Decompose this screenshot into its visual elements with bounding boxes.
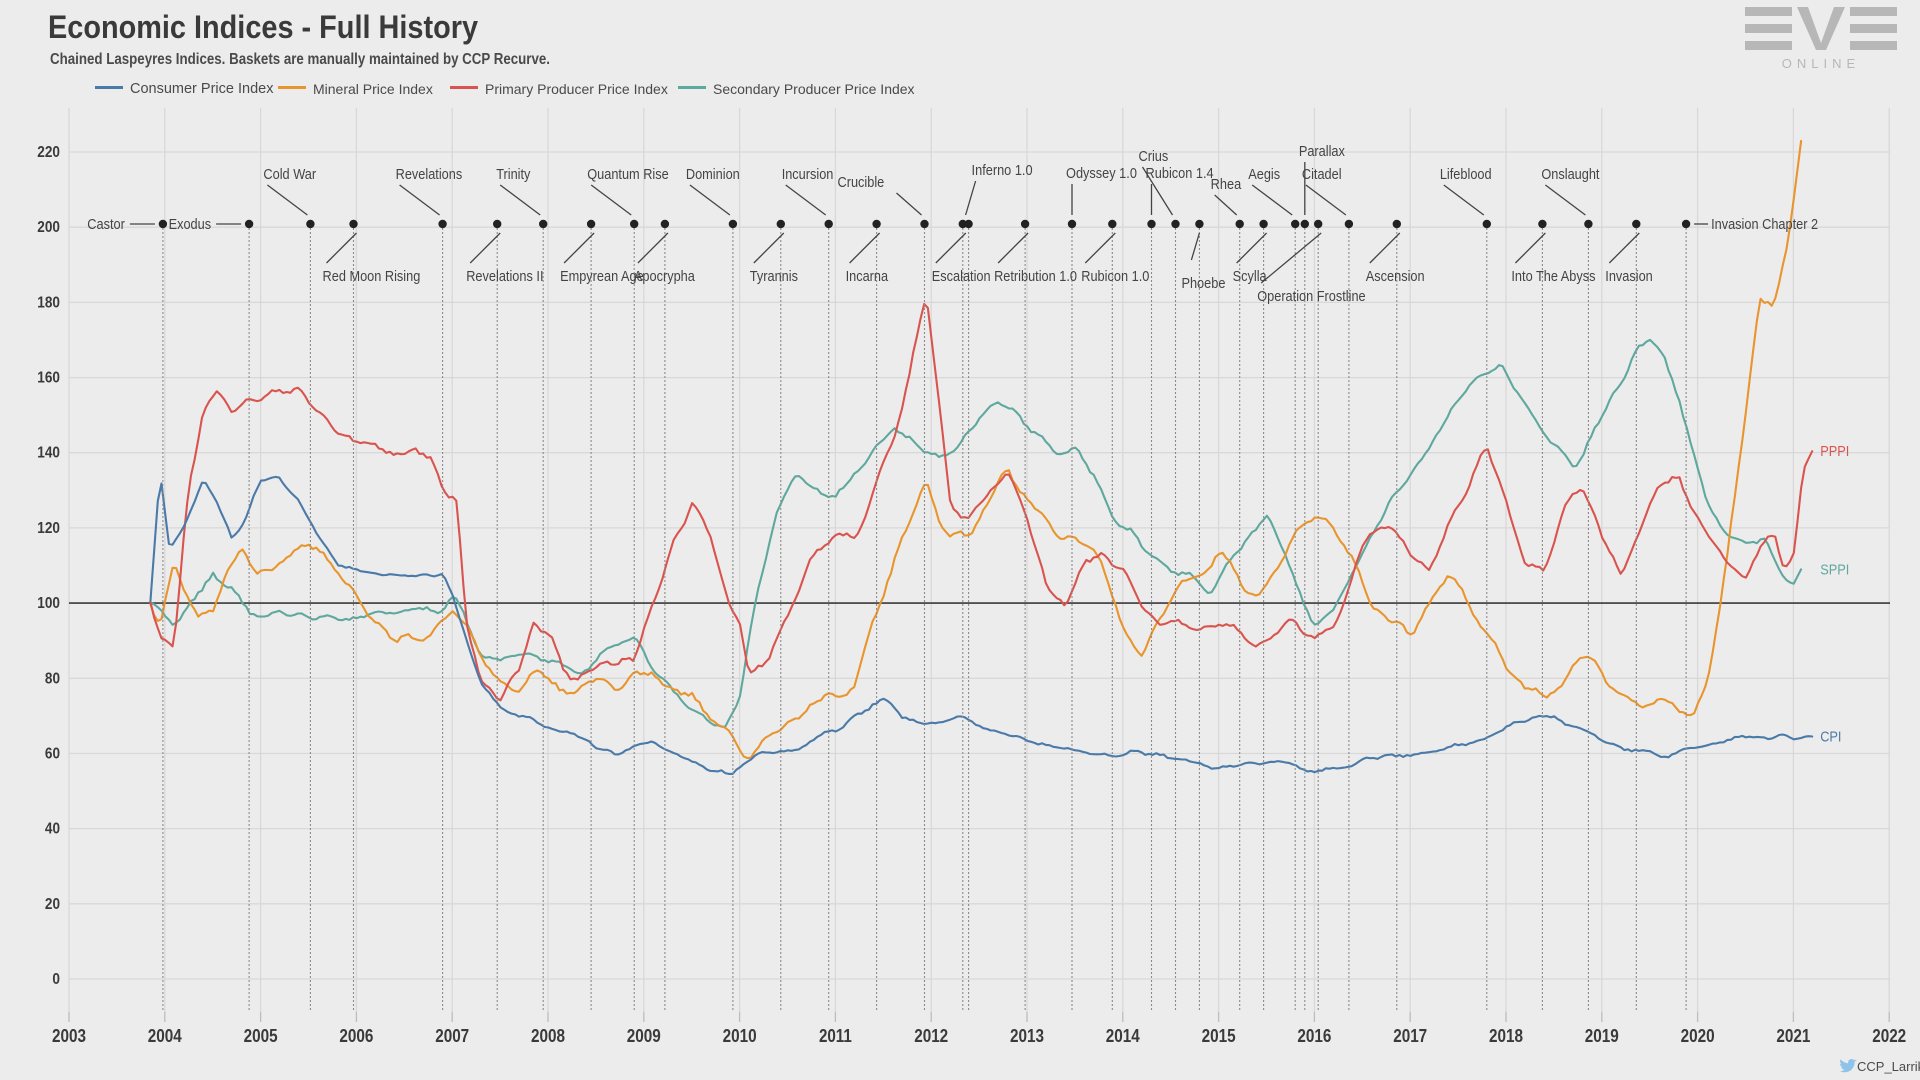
svg-text:220: 220 bbox=[37, 144, 60, 161]
svg-text:2005: 2005 bbox=[244, 1026, 278, 1046]
svg-text:Rubicon 1.0: Rubicon 1.0 bbox=[1081, 268, 1149, 285]
svg-text:Retribution 1.0: Retribution 1.0 bbox=[994, 268, 1077, 285]
svg-text:Revelations II: Revelations II bbox=[466, 268, 543, 285]
svg-text:Revelations: Revelations bbox=[396, 166, 463, 183]
svg-text:Incursion: Incursion bbox=[782, 166, 834, 183]
svg-text:Odyssey 1.0: Odyssey 1.0 bbox=[1066, 165, 1137, 182]
svg-text:SPPI: SPPI bbox=[1820, 561, 1849, 578]
svg-text:80: 80 bbox=[45, 670, 60, 687]
svg-text:Trinity: Trinity bbox=[496, 166, 531, 183]
svg-text:Phoebe: Phoebe bbox=[1181, 275, 1225, 292]
svg-text:Rhea: Rhea bbox=[1211, 176, 1242, 193]
svg-text:20: 20 bbox=[45, 896, 60, 913]
svg-text:Red Moon Rising: Red Moon Rising bbox=[323, 268, 421, 285]
svg-text:Tyrannis: Tyrannis bbox=[750, 268, 798, 285]
svg-text:2007: 2007 bbox=[435, 1026, 469, 1046]
svg-text:2011: 2011 bbox=[819, 1026, 852, 1046]
svg-text:Escalation: Escalation bbox=[932, 268, 991, 285]
svg-text:Crius: Crius bbox=[1138, 148, 1168, 165]
svg-text:0: 0 bbox=[52, 971, 60, 988]
svg-text:2003: 2003 bbox=[52, 1026, 86, 1046]
svg-text:40: 40 bbox=[45, 821, 60, 838]
svg-text:CPI: CPI bbox=[1820, 729, 1841, 746]
svg-text:200: 200 bbox=[37, 219, 60, 236]
svg-text:2010: 2010 bbox=[723, 1026, 757, 1046]
svg-text:180: 180 bbox=[37, 294, 60, 311]
svg-text:Onslaught: Onslaught bbox=[1541, 166, 1600, 183]
svg-text:2014: 2014 bbox=[1106, 1026, 1140, 1046]
svg-text:2004: 2004 bbox=[148, 1026, 182, 1046]
svg-text:140: 140 bbox=[37, 445, 60, 462]
svg-text:PPPI: PPPI bbox=[1820, 443, 1849, 460]
svg-text:Incarna: Incarna bbox=[846, 268, 889, 285]
svg-text:Castor: Castor bbox=[87, 216, 125, 233]
svg-text:Invasion: Invasion bbox=[1605, 268, 1653, 285]
svg-text:Invasion Chapter 2: Invasion Chapter 2 bbox=[1711, 216, 1818, 233]
svg-text:2017: 2017 bbox=[1393, 1026, 1427, 1046]
svg-text:60: 60 bbox=[45, 746, 60, 763]
svg-text:2013: 2013 bbox=[1010, 1026, 1044, 1046]
svg-text:2008: 2008 bbox=[531, 1026, 565, 1046]
svg-text:2016: 2016 bbox=[1297, 1026, 1331, 1046]
svg-text:2006: 2006 bbox=[339, 1026, 373, 1046]
svg-text:Crucible: Crucible bbox=[837, 174, 884, 191]
svg-text:Lifeblood: Lifeblood bbox=[1440, 166, 1492, 183]
svg-text:Cold War: Cold War bbox=[263, 166, 316, 183]
svg-text:100: 100 bbox=[37, 595, 60, 612]
svg-text:Aegis: Aegis bbox=[1248, 166, 1280, 183]
svg-text:2021: 2021 bbox=[1776, 1026, 1810, 1046]
svg-text:160: 160 bbox=[37, 370, 60, 387]
svg-text:Apocrypha: Apocrypha bbox=[634, 268, 696, 285]
svg-text:2015: 2015 bbox=[1202, 1026, 1236, 1046]
svg-text:2012: 2012 bbox=[914, 1026, 948, 1046]
svg-text:Citadel: Citadel bbox=[1302, 166, 1342, 183]
svg-text:Parallax: Parallax bbox=[1299, 143, 1346, 160]
svg-text:Operation Frostline: Operation Frostline bbox=[1257, 288, 1365, 305]
svg-text:2020: 2020 bbox=[1681, 1026, 1715, 1046]
svg-text:2018: 2018 bbox=[1489, 1026, 1523, 1046]
svg-text:120: 120 bbox=[37, 520, 60, 537]
svg-text:Rubicon 1.4: Rubicon 1.4 bbox=[1146, 165, 1214, 182]
svg-text:Inferno 1.0: Inferno 1.0 bbox=[972, 162, 1033, 179]
svg-text:2009: 2009 bbox=[627, 1026, 661, 1046]
svg-text:Dominion: Dominion bbox=[686, 166, 740, 183]
svg-text:2022: 2022 bbox=[1872, 1026, 1906, 1046]
svg-text:Exodus: Exodus bbox=[169, 216, 212, 233]
svg-text:2019: 2019 bbox=[1585, 1026, 1619, 1046]
svg-text:Ascension: Ascension bbox=[1366, 268, 1425, 285]
svg-text:Quantum Rise: Quantum Rise bbox=[587, 166, 669, 183]
svg-text:Empyrean Age: Empyrean Age bbox=[560, 268, 644, 285]
svg-text:Into The Abyss: Into The Abyss bbox=[1511, 268, 1595, 285]
